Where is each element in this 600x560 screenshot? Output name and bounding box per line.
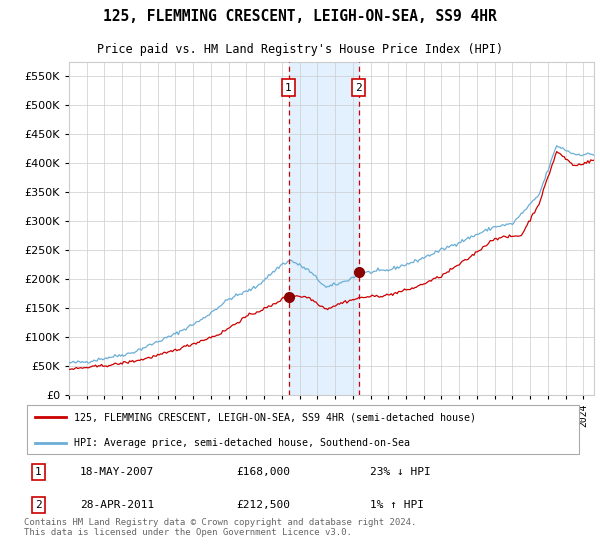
FancyBboxPatch shape bbox=[27, 405, 579, 454]
Text: Contains HM Land Registry data © Crown copyright and database right 2024.
This d: Contains HM Land Registry data © Crown c… bbox=[24, 518, 416, 538]
Text: 1: 1 bbox=[35, 467, 42, 477]
Text: £168,000: £168,000 bbox=[236, 467, 290, 477]
Bar bbox=[289, 62, 359, 395]
Text: 1: 1 bbox=[285, 83, 292, 92]
Text: 1% ↑ HPI: 1% ↑ HPI bbox=[370, 500, 424, 510]
Text: 23% ↓ HPI: 23% ↓ HPI bbox=[370, 467, 431, 477]
Text: 2: 2 bbox=[35, 500, 42, 510]
Text: HPI: Average price, semi-detached house, Southend-on-Sea: HPI: Average price, semi-detached house,… bbox=[74, 437, 410, 447]
Text: 28-APR-2011: 28-APR-2011 bbox=[80, 500, 154, 510]
Text: £212,500: £212,500 bbox=[236, 500, 290, 510]
Text: 125, FLEMMING CRESCENT, LEIGH-ON-SEA, SS9 4HR (semi-detached house): 125, FLEMMING CRESCENT, LEIGH-ON-SEA, SS… bbox=[74, 412, 476, 422]
Text: 125, FLEMMING CRESCENT, LEIGH-ON-SEA, SS9 4HR: 125, FLEMMING CRESCENT, LEIGH-ON-SEA, SS… bbox=[103, 10, 497, 24]
Text: 2: 2 bbox=[355, 83, 362, 92]
Text: Price paid vs. HM Land Registry's House Price Index (HPI): Price paid vs. HM Land Registry's House … bbox=[97, 43, 503, 56]
Text: 18-MAY-2007: 18-MAY-2007 bbox=[80, 467, 154, 477]
